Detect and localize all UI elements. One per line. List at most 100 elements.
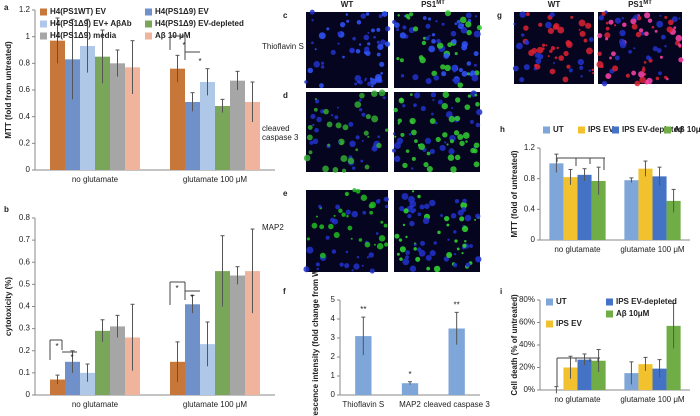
cell <box>457 23 464 30</box>
cell <box>403 208 409 214</box>
y-axis-label: Cell death (% of untreated) <box>510 294 519 396</box>
legend-swatch <box>543 126 550 134</box>
cell <box>583 38 588 43</box>
cell <box>476 108 483 116</box>
cell <box>451 107 454 110</box>
bar <box>591 360 606 390</box>
cell <box>409 265 417 272</box>
cell <box>341 212 346 217</box>
cell <box>306 237 310 241</box>
cell <box>371 115 379 123</box>
cell <box>632 17 635 20</box>
cell <box>323 108 329 115</box>
cell <box>337 31 342 36</box>
cell <box>434 121 438 125</box>
cell <box>585 22 592 29</box>
cell <box>556 46 559 50</box>
cell <box>592 72 595 75</box>
cell <box>402 104 406 108</box>
legend-swatch <box>612 126 619 134</box>
bar <box>577 174 592 240</box>
cell <box>413 103 417 108</box>
cell <box>646 77 653 85</box>
cell <box>431 38 436 44</box>
cell <box>466 72 470 76</box>
cell <box>614 17 622 24</box>
cell <box>645 55 651 61</box>
cell <box>547 55 550 58</box>
cell <box>354 82 358 86</box>
cell <box>678 17 681 20</box>
cell <box>465 21 472 28</box>
cell <box>565 40 572 46</box>
cell <box>358 238 363 242</box>
cell <box>416 247 422 252</box>
cell <box>405 255 409 260</box>
cell <box>376 27 381 32</box>
panel-letter: f <box>283 287 286 296</box>
cell <box>473 161 480 168</box>
significance: ** <box>454 300 460 309</box>
cell <box>597 33 603 39</box>
cell <box>399 205 405 212</box>
legend-swatch <box>606 298 613 306</box>
cell <box>414 139 418 143</box>
cell <box>371 90 378 97</box>
cell <box>384 128 389 132</box>
cell <box>414 92 421 99</box>
y-tick-label: 3 <box>331 333 336 342</box>
cell <box>397 118 402 123</box>
y-tick-label: 0.8 <box>524 174 536 183</box>
cell <box>628 49 632 54</box>
cell <box>443 53 450 59</box>
cell <box>464 240 467 243</box>
cell <box>580 75 583 78</box>
cell <box>658 71 662 76</box>
cell <box>371 28 375 33</box>
legend-label: IPS EV-depleted <box>622 125 683 134</box>
cell <box>461 70 468 77</box>
cell <box>619 41 627 49</box>
y-tick-label: 0.4 <box>524 204 536 213</box>
cell <box>545 21 552 29</box>
cell <box>428 45 436 53</box>
cell <box>519 11 526 18</box>
cell <box>439 144 446 152</box>
cell <box>451 65 457 71</box>
y-axis-label: fluorescence intensity (fold change from… <box>311 261 320 416</box>
cell <box>553 22 560 29</box>
cell <box>550 46 556 51</box>
cell <box>405 250 410 255</box>
cell <box>451 38 457 45</box>
cell <box>465 140 468 143</box>
cell <box>384 204 389 209</box>
cell <box>436 42 444 49</box>
cell <box>470 147 476 154</box>
stain-label: Thioflavin S <box>262 42 304 51</box>
cell <box>469 244 473 248</box>
cell <box>450 166 457 173</box>
cell <box>349 140 356 148</box>
cell <box>376 52 381 57</box>
cell <box>400 74 405 78</box>
cell <box>601 80 608 87</box>
header-base: PS1 <box>628 0 644 9</box>
cell <box>456 19 461 24</box>
cell <box>525 12 530 17</box>
cell <box>345 209 351 215</box>
cell <box>311 19 314 22</box>
cell <box>512 65 519 72</box>
cell <box>652 46 658 52</box>
legend-label: H4(PS1Δ9) EV-depleted <box>155 19 244 28</box>
header-sup: MT <box>643 0 652 6</box>
micrograph <box>306 190 388 272</box>
cell <box>377 43 384 50</box>
cell <box>605 26 610 31</box>
cell <box>318 204 322 209</box>
cell <box>440 214 443 217</box>
bar <box>638 168 653 240</box>
cell <box>411 156 416 161</box>
cell <box>457 82 464 88</box>
y-tick-label: 4 <box>331 314 336 323</box>
